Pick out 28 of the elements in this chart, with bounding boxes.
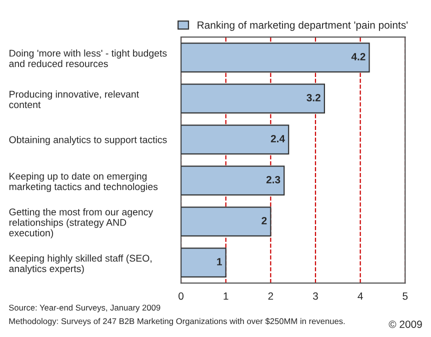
data-label: 4.2 bbox=[351, 52, 366, 60]
y-tick-label: Getting the most from our agency relationships (strategy AND execution) bbox=[9, 208, 154, 238]
data-label: 2 bbox=[262, 216, 267, 224]
source-note: Source: Year-end Surveys, January 2009 bbox=[9, 304, 160, 312]
y-tick-label: Doing 'more with less' - tight budgets and reduced resources bbox=[9, 50, 167, 68]
data-label: 2.3 bbox=[266, 176, 280, 184]
data-label: 1 bbox=[217, 258, 222, 266]
y-tick-label: Keeping up to date on emerging marketing tactics and technologies bbox=[9, 172, 158, 192]
y-tick-label: Keeping highly skilled staff (SEO, analytics experts) bbox=[9, 254, 152, 274]
data-label: 2.4 bbox=[270, 134, 285, 142]
bar bbox=[181, 248, 226, 278]
x-tick-label: 0 bbox=[178, 292, 184, 300]
y-tick-label: Obtaining analytics to support tactics bbox=[9, 136, 167, 146]
bar bbox=[181, 124, 290, 154]
x-tick-label: 2 bbox=[268, 292, 274, 300]
bar bbox=[181, 166, 285, 196]
x-tick-label: 5 bbox=[402, 292, 408, 300]
y-tick-label: Producing innovative, relevant content bbox=[9, 90, 139, 108]
x-tick-label: 1 bbox=[224, 292, 228, 300]
bar bbox=[181, 206, 272, 236]
legend-label: Ranking of marketing department 'pain points' bbox=[198, 21, 408, 31]
x-tick-label: 4 bbox=[358, 292, 363, 300]
bar bbox=[181, 42, 370, 72]
text: © 2009 bbox=[388, 320, 422, 328]
bar bbox=[181, 84, 326, 114]
x-tick-label: 3 bbox=[312, 292, 318, 300]
text: Methodology: Surveys of 247 B2B Marketing Organizations with over $250MM in revenues. bbox=[9, 318, 345, 326]
data-label: 3.2 bbox=[306, 94, 320, 102]
